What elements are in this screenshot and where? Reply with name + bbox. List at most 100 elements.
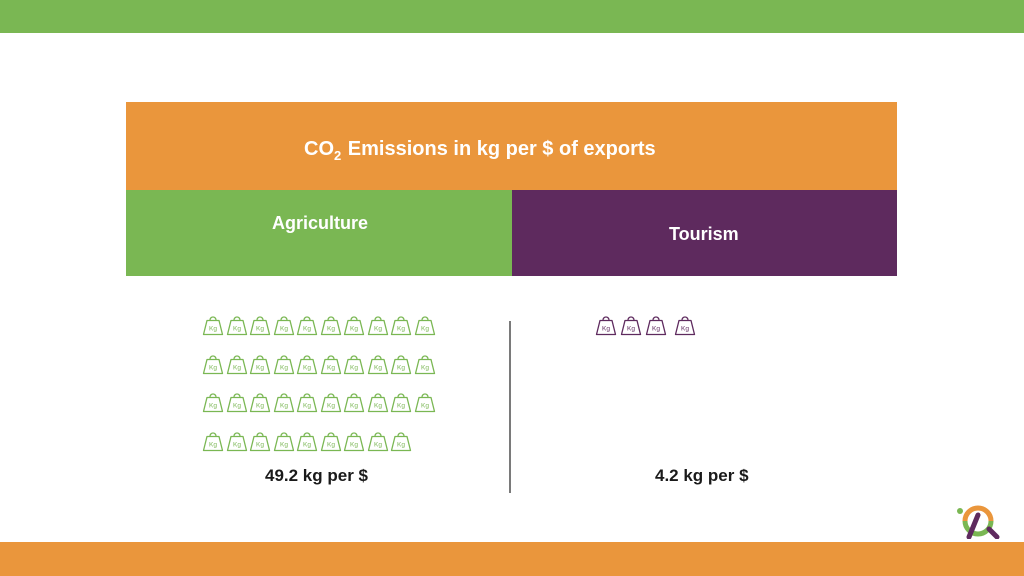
svg-text:Kg: Kg	[327, 326, 335, 333]
kg-weight-icon: Kg	[202, 430, 224, 452]
svg-text:Kg: Kg	[627, 326, 635, 333]
svg-text:Kg: Kg	[374, 442, 382, 449]
kg-weight-icon: Kg	[320, 391, 342, 413]
svg-text:Kg: Kg	[256, 442, 264, 449]
kg-weight-icon: Kg	[390, 353, 412, 375]
svg-text:Kg: Kg	[303, 326, 311, 333]
agriculture-value: 49.2 kg per $	[265, 466, 369, 485]
agriculture-weight-row: Kg Kg Kg Kg Kg Kg Kg Kg Kg	[202, 430, 442, 452]
svg-text:Kg: Kg	[280, 326, 288, 333]
svg-text:Kg: Kg	[303, 442, 311, 449]
title-subscript: 2	[334, 148, 342, 163]
kg-weight-icon: Kg	[249, 430, 271, 452]
svg-text:Kg: Kg	[374, 326, 382, 333]
kg-weight-icon: Kg	[390, 430, 412, 452]
svg-text:Kg: Kg	[233, 442, 241, 449]
column-divider	[509, 321, 511, 493]
kg-weight-icon: Kg	[320, 353, 342, 375]
svg-text:Kg: Kg	[397, 442, 405, 449]
kg-weight-icon: Kg	[620, 314, 642, 336]
kg-weight-icon: Kg	[390, 314, 412, 336]
kg-weight-icon: Kg	[595, 314, 617, 336]
bottom-accent-bar	[0, 542, 1024, 576]
kg-weight-icon: Kg	[343, 391, 365, 413]
kg-weight-icon: Kg	[367, 353, 389, 375]
kg-weight-icon: Kg	[202, 391, 224, 413]
svg-text:Kg: Kg	[256, 326, 264, 333]
kg-weight-icon: Kg	[273, 430, 295, 452]
svg-text:Kg: Kg	[397, 326, 405, 333]
svg-text:Kg: Kg	[327, 364, 335, 371]
svg-text:Kg: Kg	[256, 364, 264, 371]
svg-text:Kg: Kg	[233, 326, 241, 333]
svg-text:Kg: Kg	[374, 364, 382, 371]
svg-text:Kg: Kg	[421, 364, 429, 371]
kg-weight-icon: Kg	[343, 314, 365, 336]
kg-weight-icon: Kg	[367, 314, 389, 336]
tourism-label: Tourism	[669, 224, 739, 244]
svg-text:Kg: Kg	[374, 403, 382, 410]
kg-weight-icon: Kg	[414, 314, 436, 336]
kg-weight-icon: Kg	[367, 430, 389, 452]
kg-weight-icon: Kg	[226, 353, 248, 375]
svg-text:Kg: Kg	[280, 442, 288, 449]
kg-weight-icon: Kg	[273, 353, 295, 375]
tourism-value: 4.2 kg per $	[655, 466, 749, 485]
title-main-text: Emissions in kg per $ of exports	[347, 138, 656, 160]
kg-weight-icon: Kg	[226, 391, 248, 413]
svg-text:Kg: Kg	[209, 442, 217, 449]
kg-weight-icon: Kg	[249, 353, 271, 375]
top-accent-bar	[0, 0, 1024, 33]
kg-weight-icon: Kg	[343, 353, 365, 375]
svg-text:Kg: Kg	[350, 403, 358, 410]
kg-weight-icon: Kg	[674, 314, 696, 336]
svg-text:Kg: Kg	[397, 403, 405, 410]
kg-weight-icon: Kg	[645, 314, 667, 336]
title-banner: CO2 Emissions in kg per $ of exports	[126, 102, 897, 190]
svg-text:Kg: Kg	[350, 326, 358, 333]
kg-weight-icon: Kg	[202, 353, 224, 375]
agriculture-header: Agriculture	[126, 190, 512, 276]
svg-text:Kg: Kg	[421, 326, 429, 333]
svg-text:Kg: Kg	[397, 364, 405, 371]
svg-text:Kg: Kg	[421, 403, 429, 410]
svg-text:Kg: Kg	[280, 364, 288, 371]
kg-weight-icon: Kg	[390, 391, 412, 413]
tourism-weight-icons: Kg Kg Kg Kg	[595, 314, 705, 353]
svg-text:Kg: Kg	[681, 326, 689, 333]
tourism-header: Tourism	[512, 190, 897, 276]
agriculture-weight-row: Kg Kg Kg Kg Kg Kg Kg Kg Kg Kg	[202, 314, 442, 336]
svg-text:Kg: Kg	[209, 326, 217, 333]
kg-weight-icon: Kg	[226, 314, 248, 336]
kg-weight-icon: Kg	[414, 391, 436, 413]
svg-text:Kg: Kg	[652, 326, 660, 333]
kg-weight-icon: Kg	[202, 314, 224, 336]
svg-text:Kg: Kg	[280, 403, 288, 410]
kg-weight-icon: Kg	[226, 430, 248, 452]
kg-weight-icon: Kg	[296, 391, 318, 413]
svg-text:Kg: Kg	[233, 403, 241, 410]
chart-title: CO2 Emissions in kg per $ of exports	[304, 138, 656, 163]
kg-weight-icon: Kg	[367, 391, 389, 413]
svg-text:Kg: Kg	[209, 364, 217, 371]
svg-text:Kg: Kg	[602, 326, 610, 333]
agriculture-weight-row: Kg Kg Kg Kg Kg Kg Kg Kg Kg Kg	[202, 391, 442, 413]
tourism-weight-row: Kg Kg Kg Kg	[595, 314, 705, 336]
kg-weight-icon: Kg	[273, 314, 295, 336]
svg-text:Kg: Kg	[350, 442, 358, 449]
svg-text:Kg: Kg	[303, 403, 311, 410]
svg-text:Kg: Kg	[327, 442, 335, 449]
title-prefix: CO	[304, 138, 334, 160]
kg-weight-icon: Kg	[296, 314, 318, 336]
svg-text:Kg: Kg	[256, 403, 264, 410]
agriculture-weight-row: Kg Kg Kg Kg Kg Kg Kg Kg Kg Kg	[202, 353, 442, 375]
kg-weight-icon: Kg	[320, 430, 342, 452]
kg-weight-icon: Kg	[414, 353, 436, 375]
agriculture-label: Agriculture	[272, 213, 369, 233]
agriculture-weight-icons: Kg Kg Kg Kg Kg Kg Kg Kg Kg Kg Kg Kg Kg Kg Kg Kg Kg Kg Kg Kg…	[202, 314, 442, 469]
kg-weight-icon: Kg	[249, 391, 271, 413]
kg-weight-icon: Kg	[249, 314, 271, 336]
kg-weight-icon: Kg	[296, 430, 318, 452]
kg-weight-icon: Kg	[296, 353, 318, 375]
kg-weight-icon: Kg	[273, 391, 295, 413]
